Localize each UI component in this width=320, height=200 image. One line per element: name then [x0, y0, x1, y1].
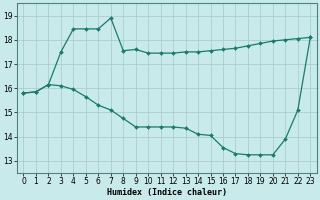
X-axis label: Humidex (Indice chaleur): Humidex (Indice chaleur) — [107, 188, 227, 197]
